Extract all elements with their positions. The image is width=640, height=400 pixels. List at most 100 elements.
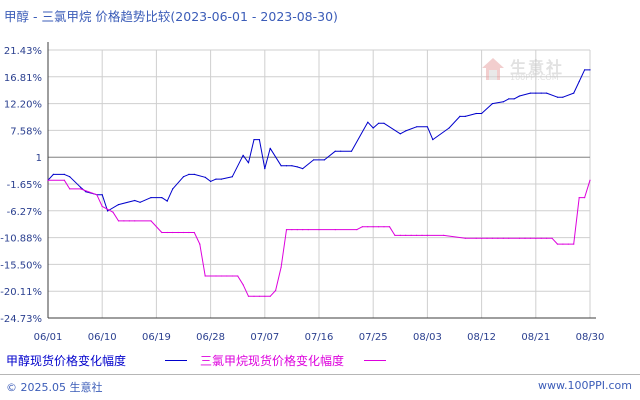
data-point-series1 — [546, 92, 548, 94]
footer-copyright: © 2025.05 生意社 — [6, 381, 103, 394]
data-point-series1 — [340, 150, 342, 152]
data-point-series1 — [253, 139, 255, 141]
data-point-series2 — [426, 234, 428, 236]
data-point-series1 — [508, 98, 510, 100]
data-point-series1 — [405, 130, 407, 132]
data-point-series2 — [134, 220, 136, 222]
y-tick-label: -20.11% — [0, 287, 42, 298]
data-point-series2 — [242, 284, 244, 286]
house-logo-icon — [482, 58, 504, 80]
data-point-series2 — [150, 220, 152, 222]
data-point-series2 — [269, 295, 271, 297]
data-point-series1 — [215, 178, 217, 180]
data-point-series1 — [448, 127, 450, 129]
data-point-series2 — [193, 231, 195, 234]
data-point-series2 — [107, 208, 109, 210]
x-tick-label: 06/01 — [34, 332, 63, 343]
data-point-series1 — [150, 197, 152, 199]
data-point-series2 — [567, 243, 569, 245]
data-point-series1 — [210, 180, 212, 182]
data-point-series1 — [529, 92, 532, 94]
watermark-name: 生意社 — [510, 58, 565, 77]
chart-legend: 甲醇现货价格变化幅度 三氯甲烷现货价格变化幅度 — [0, 350, 640, 370]
data-point-series1 — [269, 147, 271, 149]
data-point-series2 — [307, 229, 309, 231]
data-point-series2 — [291, 229, 293, 231]
data-point-series1 — [513, 98, 515, 100]
data-point-series2 — [551, 237, 553, 239]
x-tick-label: 07/16 — [305, 332, 334, 343]
data-point-series1 — [535, 92, 537, 94]
data-point-series2 — [79, 188, 82, 190]
y-tick-label: -6.27% — [7, 207, 42, 218]
footer-site-link[interactable]: www.100PPI.com — [538, 379, 632, 392]
legend-line-series2 — [364, 360, 386, 361]
data-point-series1 — [63, 173, 65, 175]
x-tick-label: 06/10 — [88, 332, 117, 343]
data-point-series1 — [432, 139, 434, 141]
data-point-series2 — [318, 229, 320, 231]
y-tick-label: -15.50% — [0, 260, 42, 271]
data-point-series2 — [491, 237, 493, 239]
data-point-series1 — [562, 96, 564, 98]
data-point-series2 — [367, 226, 369, 228]
data-point-series2 — [481, 237, 483, 239]
data-point-series2 — [264, 295, 266, 297]
data-point-series2 — [589, 179, 591, 181]
data-point-series1 — [231, 176, 233, 178]
y-tick-label: 16.81% — [4, 73, 42, 84]
data-point-series2 — [546, 237, 548, 239]
data-point-series2 — [161, 231, 163, 234]
data-point-series2 — [399, 234, 401, 236]
data-point-series1 — [172, 188, 174, 190]
data-point-series1 — [334, 150, 336, 152]
data-point-series2 — [394, 234, 396, 236]
watermark: 生意社 100PPI.COM — [480, 54, 576, 86]
data-point-series2 — [486, 237, 488, 239]
data-point-series2 — [405, 234, 407, 236]
x-tick-label: 08/12 — [467, 332, 496, 343]
data-point-series1 — [188, 173, 190, 175]
data-point-series1 — [383, 122, 385, 124]
data-point-series1 — [258, 139, 260, 141]
data-point-series2 — [302, 229, 304, 231]
data-point-series2 — [63, 179, 65, 181]
data-point-series2 — [372, 226, 374, 228]
data-point-series1 — [313, 159, 315, 161]
data-point-series2 — [182, 231, 185, 234]
data-point-series1 — [475, 112, 477, 115]
data-point-series2 — [518, 237, 521, 239]
data-point-series1 — [117, 204, 120, 206]
x-tick-label: 06/19 — [142, 332, 171, 343]
y-tick-label: 1 — [36, 153, 42, 164]
data-point-series1 — [540, 92, 542, 94]
data-point-series1 — [101, 194, 103, 196]
data-point-series1 — [302, 168, 304, 170]
data-point-series1 — [518, 95, 521, 97]
legend-label-series2: 三氯甲烷现货价格变化幅度 — [200, 354, 345, 368]
data-point-series1 — [589, 69, 591, 71]
data-point-series1 — [426, 126, 428, 128]
data-point-series2 — [475, 237, 477, 239]
data-point-series2 — [410, 234, 412, 236]
data-point-series2 — [421, 234, 423, 236]
legend-label-series1: 甲醇现货价格变化幅度 — [6, 354, 127, 368]
data-point-series1 — [491, 103, 493, 105]
data-point-series1 — [182, 176, 185, 178]
data-point-series1 — [584, 69, 586, 71]
data-point-series2 — [101, 205, 103, 207]
data-point-series2 — [443, 234, 445, 236]
data-point-series2 — [220, 275, 222, 277]
data-point-series2 — [573, 243, 575, 245]
data-point-series1 — [372, 127, 374, 129]
data-point-series2 — [508, 237, 510, 239]
data-point-series1 — [85, 191, 87, 193]
data-point-series2 — [204, 275, 206, 277]
data-point-series2 — [416, 234, 418, 236]
data-point-series1 — [166, 200, 168, 202]
data-point-series2 — [562, 243, 564, 245]
data-point-series1 — [161, 197, 163, 199]
data-point-series2 — [112, 211, 114, 213]
data-point-series2 — [285, 229, 288, 231]
